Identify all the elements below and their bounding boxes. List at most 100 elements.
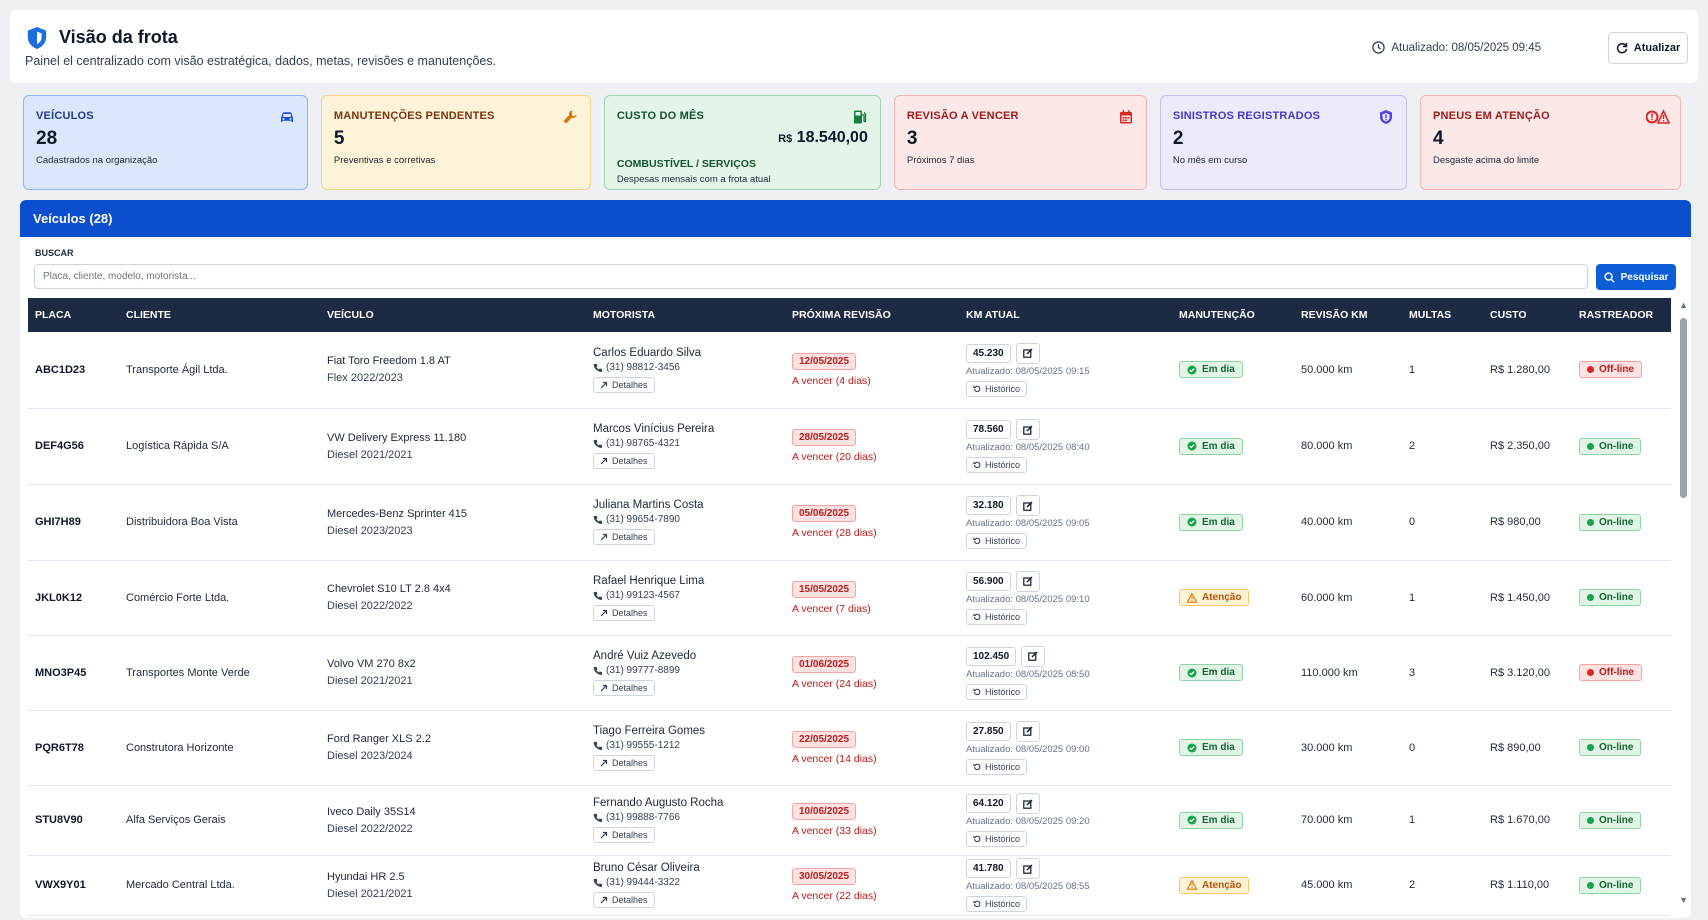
card-label: Custo do mês	[616, 110, 705, 122]
cell-driver: Rafael Henrique Lima (31) 99123-4567 Det…	[586, 560, 785, 635]
column-header[interactable]: Manutenção	[1179, 309, 1255, 321]
search-button[interactable]: Pesquisar	[1596, 264, 1676, 290]
card-vehicles[interactable]: Veículos 28 Cadastrados na organização	[23, 95, 308, 190]
summary-cards: Veículos 28 Cadastrados na organização M…	[23, 95, 1681, 190]
column-header[interactable]: Veículo	[327, 309, 374, 321]
details-button[interactable]: Detalhes	[593, 376, 655, 393]
column-header[interactable]: Multas	[1409, 309, 1452, 321]
edit-km-button[interactable]	[1021, 645, 1046, 667]
tracker-status-badge: On-line	[1579, 811, 1642, 829]
refresh-button[interactable]: Atualizar	[1608, 32, 1688, 64]
column-header[interactable]: KM atual	[966, 309, 1020, 321]
driver-name: Carlos Eduardo Silva	[593, 346, 702, 359]
edit-icon	[1022, 425, 1033, 435]
status-dot	[1587, 669, 1594, 676]
edit-km-button[interactable]	[1015, 720, 1040, 742]
table-row[interactable]: ABC1D23 Transporte Ágil Ltda. Fiat Toro …	[28, 332, 1671, 408]
edit-km-button[interactable]	[1015, 858, 1040, 879]
scroll-down-arrow[interactable]: ▼	[1679, 895, 1688, 905]
tracker-status-text: On-line	[1599, 742, 1634, 753]
km-row: 41.780	[966, 858, 1165, 879]
history-button-label: Histórico	[985, 536, 1021, 546]
scrollbar-thumb[interactable]	[1680, 318, 1687, 498]
km-row: 32.180	[966, 495, 1165, 516]
table-row[interactable]: JKL0K12 Comércio Forte Ltda. Chevrolet S…	[28, 560, 1671, 635]
details-button[interactable]: Detalhes	[593, 604, 655, 621]
column-header[interactable]: Custo	[1490, 309, 1527, 321]
driver-phone-text: (31) 99654-7890	[606, 514, 680, 525]
history-button[interactable]: Histórico	[966, 831, 1028, 847]
history-button[interactable]: Histórico	[966, 533, 1028, 549]
review-due-text: A vencer (14 dias)	[792, 752, 877, 765]
vehicle-fuel-year: Diesel 2022/2022	[327, 822, 413, 835]
cell-tracker: On-line	[1572, 560, 1671, 635]
table-row[interactable]: DEF4G56 Logística Rápida S/A VW Delivery…	[28, 408, 1671, 484]
table-row[interactable]: PQR6T78 Construtora Horizonte Ford Range…	[28, 710, 1671, 785]
details-button[interactable]: Detalhes	[593, 453, 655, 469]
cell-driver: Carlos Eduardo Silva (31) 98812-3456 Det…	[586, 332, 785, 408]
history-button[interactable]: Histórico	[966, 758, 1028, 775]
card-label: Sinistros registrados	[1172, 110, 1321, 122]
history-button[interactable]: Histórico	[966, 608, 1028, 625]
details-button[interactable]: Detalhes	[593, 679, 655, 696]
cell-cost: R$ 3.120,00	[1490, 666, 1550, 679]
cell-cost: R$ 1.670,00	[1490, 814, 1550, 826]
maintenance-status-badge: Em dia	[1179, 513, 1243, 531]
history-button-label: Histórico	[985, 686, 1021, 697]
column-header[interactable]: Motorista	[593, 309, 656, 321]
cell-next-review: 05/06/2025 A vencer (28 dias)	[785, 484, 959, 560]
details-button[interactable]: Detalhes	[593, 892, 655, 908]
details-button-label: Detalhes	[612, 607, 648, 618]
history-icon	[973, 537, 981, 545]
details-button[interactable]: Detalhes	[593, 827, 655, 843]
history-button[interactable]: Histórico	[966, 683, 1028, 700]
history-button[interactable]: Histórico	[966, 457, 1028, 473]
maintenance-status-text: Em dia	[1202, 814, 1235, 826]
history-button[interactable]: Histórico	[966, 380, 1028, 397]
card-claims[interactable]: Sinistros registrados 2 No mês em curso	[1159, 95, 1407, 190]
details-button[interactable]: Detalhes	[593, 529, 655, 545]
column-header[interactable]: Revisão KM	[1301, 309, 1368, 321]
scroll-up-arrow[interactable]: ▲	[1679, 300, 1688, 310]
table-row[interactable]: GHI7H89 Distribuidora Boa Vista Mercedes…	[28, 484, 1671, 560]
cell-review-km: 30.000 km	[1301, 741, 1353, 754]
edit-km-button[interactable]	[1015, 419, 1040, 440]
vehicle-fuel-year: Diesel 2022/2022	[327, 600, 413, 612]
card-sublabel: Combustível / Serviços	[616, 158, 756, 170]
cell-next-review: 01/06/2025 A vencer (24 dias)	[785, 635, 959, 710]
cell-fines: 1	[1409, 591, 1416, 604]
column-header[interactable]: Próxima revisão	[792, 309, 891, 321]
table-row[interactable]: STU8V90 Alfa Serviços Gerais Iveco Daily…	[28, 785, 1671, 855]
tracker-status-text: On-line	[1599, 879, 1634, 891]
maintenance-status-badge: Atenção	[1179, 876, 1250, 894]
edit-km-button[interactable]	[1015, 570, 1040, 592]
column-header[interactable]: Rastreador	[1579, 309, 1654, 321]
driver-phone-text: (31) 99123-4567	[606, 589, 680, 601]
card-pending-maintenance[interactable]: Manutenções pendentes 5 Preventivas e co…	[320, 95, 591, 190]
card-money: R$ 18.540,00	[778, 129, 868, 147]
search-input[interactable]	[34, 264, 1588, 289]
edit-km-button[interactable]	[1015, 342, 1040, 364]
km-value: 32.180	[966, 496, 1011, 515]
cell-client: Mercado Central Ltda.	[126, 879, 235, 891]
card-review-due[interactable]: Revisão a vencer 3 Próximos 7 dias	[893, 95, 1147, 190]
vehicle-fuel-year: Diesel 2021/2021	[327, 448, 413, 461]
history-button-label: Histórico	[985, 611, 1021, 622]
card-tires-attention[interactable]: Pneus em atenção 4 Desgaste acima do lim…	[1419, 95, 1681, 190]
table-row[interactable]: MNO3P45 Transportes Monte Verde Volvo VM…	[28, 635, 1671, 710]
cell-km: 64.120 Atualizado: 08/05/2025 09:20 Hist…	[959, 785, 1172, 855]
search-button-label: Pesquisar	[1620, 271, 1669, 283]
column-header[interactable]: Cliente	[126, 309, 171, 321]
edit-km-button[interactable]	[1015, 495, 1040, 516]
edit-km-button[interactable]	[1015, 793, 1040, 814]
table-row[interactable]: VWX9Y01 Mercado Central Ltda. Hyundai HR…	[28, 855, 1671, 915]
tracker-status-badge: On-line	[1579, 739, 1642, 756]
history-button[interactable]: Histórico	[966, 896, 1028, 912]
card-monthly-cost[interactable]: Custo do mês R$ 18.540,00 Combustível / …	[603, 95, 881, 190]
column-header[interactable]: Placa	[35, 309, 72, 321]
edit-icon	[1028, 651, 1038, 661]
tracker-status-text: On-line	[1599, 440, 1634, 452]
driver-phone: (31) 98812-3456	[593, 362, 778, 373]
details-button[interactable]: Detalhes	[593, 754, 655, 771]
cell-driver: Bruno César Oliveira (31) 99444-3322 Det…	[586, 855, 785, 915]
